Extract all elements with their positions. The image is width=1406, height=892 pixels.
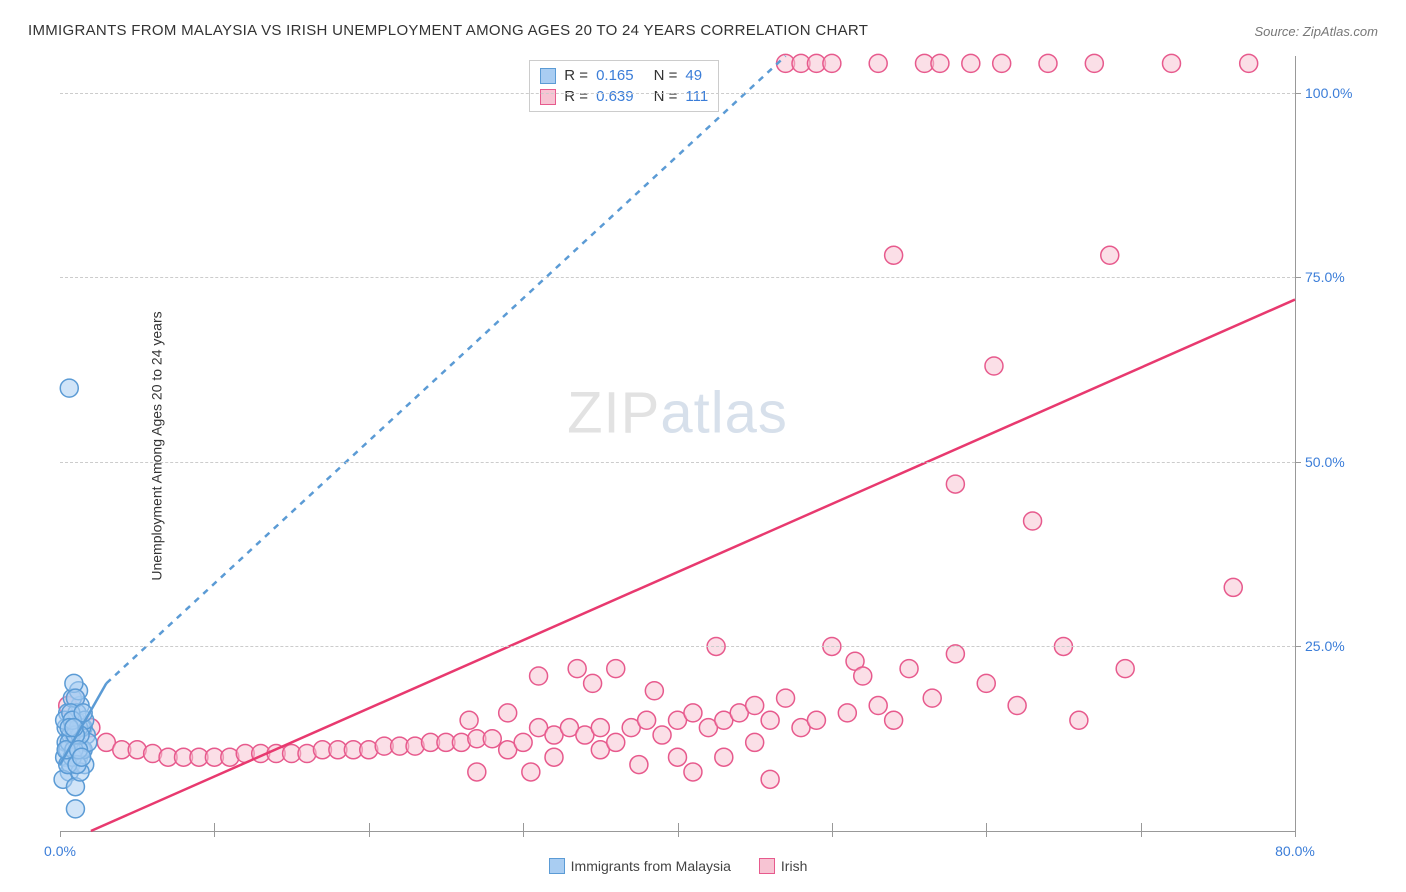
- stat-r-label: R =: [564, 88, 588, 105]
- legend-swatch-pink: [759, 858, 775, 874]
- legend: Immigrants from Malaysia Irish: [60, 858, 1296, 874]
- y-tick-label: 100.0%: [1305, 85, 1375, 101]
- chart-title: IMMIGRANTS FROM MALAYSIA VS IRISH UNEMPL…: [28, 22, 868, 39]
- stat-row-1: R = 0.165 N = 49: [540, 65, 708, 86]
- stat-r2: 0.639: [596, 88, 634, 105]
- y-tick-label: 50.0%: [1305, 454, 1375, 470]
- stat-row-2: R = 0.639 N = 111: [540, 86, 708, 107]
- legend-label-1: Immigrants from Malaysia: [571, 858, 731, 874]
- source-text: ZipAtlas.com: [1303, 24, 1378, 39]
- stat-n1: 49: [685, 67, 702, 84]
- chart-container: { "title":"IMMIGRANTS FROM MALAYSIA VS I…: [0, 0, 1406, 892]
- legend-label-2: Irish: [781, 858, 807, 874]
- legend-item-2: Irish: [759, 858, 807, 874]
- y-tick-label: 25.0%: [1305, 638, 1375, 654]
- stat-swatch-blue: [540, 68, 556, 84]
- stat-n-label: N =: [654, 67, 678, 84]
- stat-swatch-pink: [540, 89, 556, 105]
- plot-area: ZIPatlas R = 0.165 N = 49 R = 0.639 N = …: [60, 56, 1296, 832]
- source-label: Source: ZipAtlas.com: [1254, 24, 1378, 39]
- legend-swatch-blue: [549, 858, 565, 874]
- correlation-stats-box: R = 0.165 N = 49 R = 0.639 N = 111: [529, 60, 719, 112]
- stat-n-label: N =: [654, 88, 678, 105]
- legend-item-1: Immigrants from Malaysia: [549, 858, 731, 874]
- source-prefix: Source:: [1254, 24, 1302, 39]
- y-tick-label: 75.0%: [1305, 269, 1375, 285]
- chart-svg: [60, 56, 1295, 831]
- stat-r-label: R =: [564, 67, 588, 84]
- x-tick-label: 0.0%: [44, 843, 76, 859]
- stat-n2: 111: [685, 88, 708, 105]
- stat-r1: 0.165: [596, 67, 634, 84]
- x-tick-label: 80.0%: [1275, 843, 1315, 859]
